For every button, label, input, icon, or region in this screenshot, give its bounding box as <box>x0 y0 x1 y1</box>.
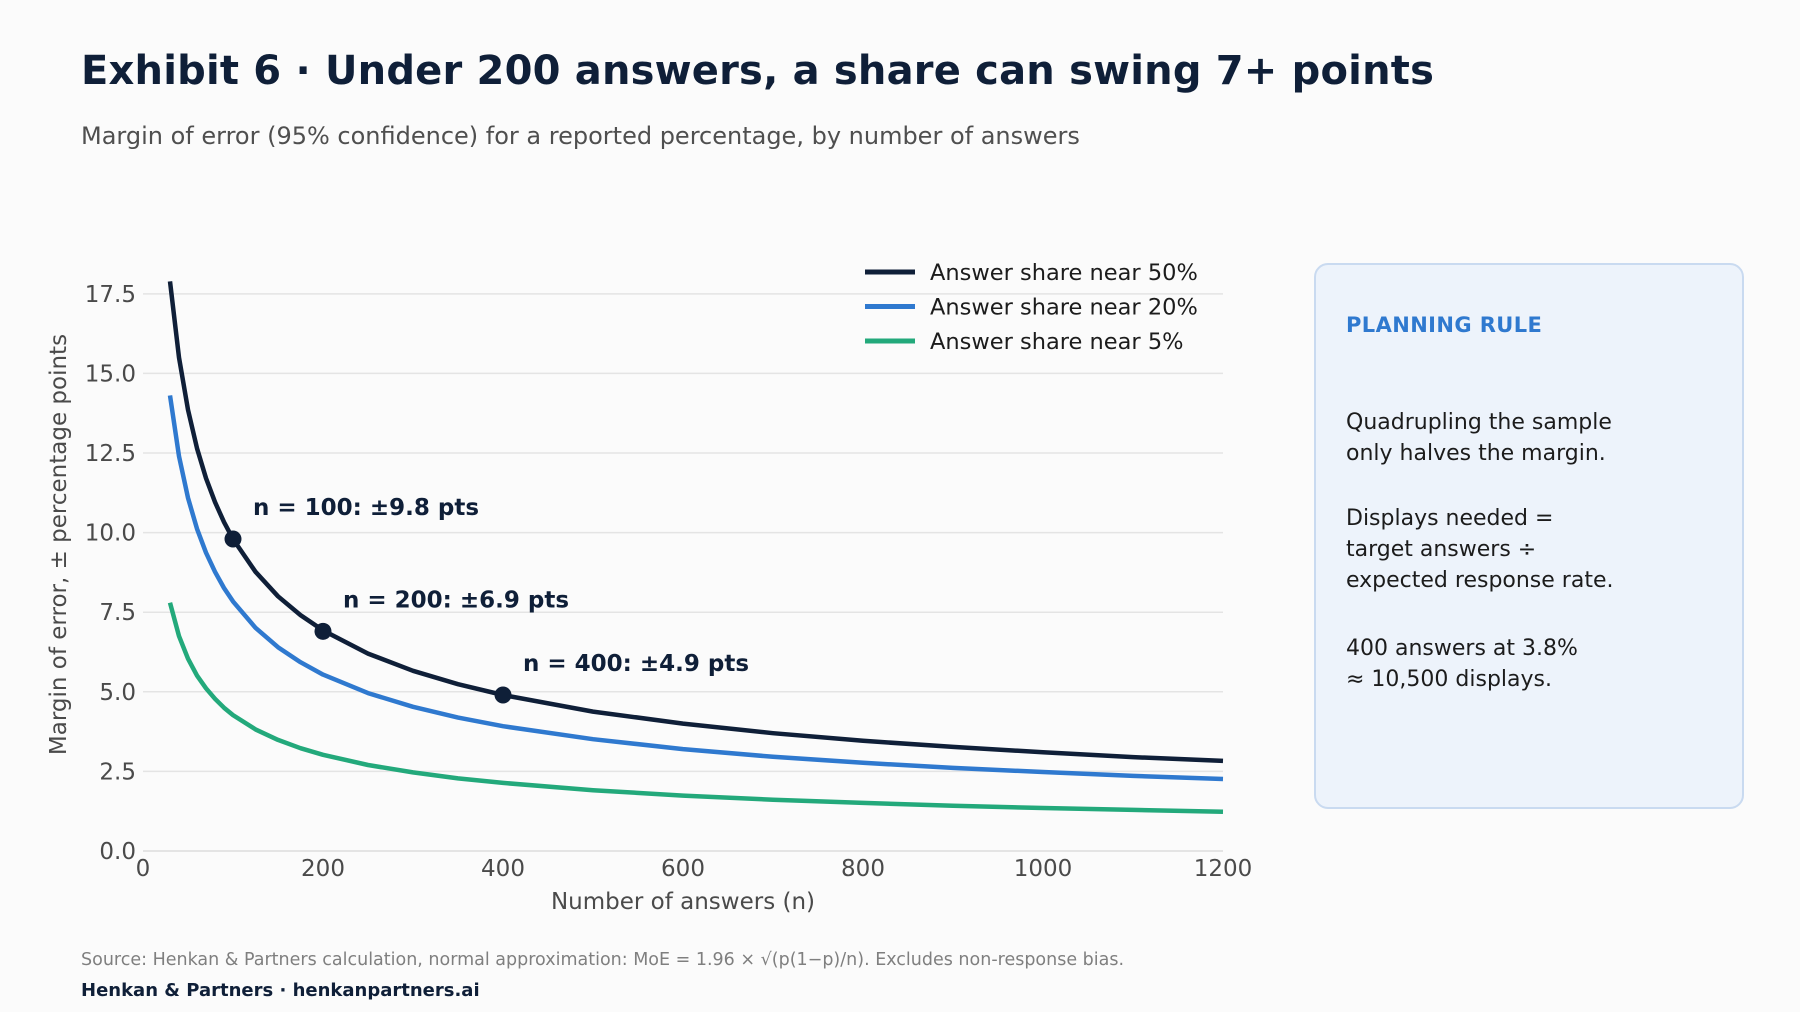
x-tick-label: 1000 <box>1014 856 1073 882</box>
chart-subtitle: Margin of error (95% confidence) for a r… <box>81 122 1080 150</box>
planning-rule-panel: PLANNING RULE Quadrupling the sample onl… <box>1314 263 1744 809</box>
x-tick-label: 600 <box>661 856 705 882</box>
panel-paragraph-1: Quadrupling the sample only halves the m… <box>1346 410 1612 466</box>
x-axis-label: Number of answers (n) <box>551 889 815 915</box>
source-note: Source: Henkan & Partners calculation, n… <box>81 950 1125 970</box>
series-lines <box>167 281 1224 815</box>
panel-heading: PLANNING RULE <box>1346 313 1543 337</box>
y-tick-label: 17.5 <box>85 282 136 308</box>
y-axis-label: Margin of error, ± percentage points <box>46 334 72 755</box>
annotation-marker <box>224 530 242 548</box>
x-tick-label: 400 <box>481 856 525 882</box>
chart-title: Exhibit 6 · Under 200 answers, a share c… <box>81 48 1435 94</box>
x-tick-labels: 0 200 400 600 800 1000 1200 <box>136 856 1253 882</box>
annotations: n = 100: ±9.8 pts n = 200: ±6.9 pts n = 40… <box>224 495 749 704</box>
x-tick-label: 0 <box>136 856 151 882</box>
brand-footer: Henkan & Partners · henkanpartners.ai <box>81 980 480 1001</box>
x-tick-label: 200 <box>301 856 345 882</box>
annotation-label: n = 400: ±4.9 pts <box>523 651 749 677</box>
legend-label: Answer share near 50% <box>930 260 1198 286</box>
y-tick-label: 5.0 <box>99 680 136 706</box>
gridlines <box>143 293 1223 773</box>
legend-label: Answer share near 5% <box>930 329 1184 355</box>
annotation-marker <box>494 686 512 704</box>
y-tick-label: 12.5 <box>85 441 136 467</box>
y-tick-label: 0.0 <box>99 839 136 865</box>
panel-paragraph-3: 400 answers at 3.8% ≈ 10,500 displays. <box>1346 636 1578 692</box>
legend: Answer share near 50% Answer share near 2… <box>865 260 1198 355</box>
x-tick-label: 800 <box>841 856 885 882</box>
y-tick-label: 2.5 <box>99 759 136 785</box>
y-tick-label: 10.0 <box>85 521 136 547</box>
series-line-3 <box>167 602 1224 815</box>
annotation-label: n = 100: ±9.8 pts <box>253 495 479 521</box>
series-line-2 <box>167 395 1224 782</box>
annotation-label: n = 200: ±6.9 pts <box>343 587 569 613</box>
annotation-marker <box>314 622 332 640</box>
x-tick-label: 1200 <box>1194 856 1253 882</box>
panel-paragraph-2: Displays needed = target answers ÷ expec… <box>1346 506 1614 593</box>
y-tick-label: 7.5 <box>99 600 136 626</box>
legend-label: Answer share near 20% <box>930 295 1198 321</box>
series-line-1 <box>167 281 1224 764</box>
y-tick-label: 15.0 <box>85 361 136 387</box>
y-tick-labels: 0.0 2.5 5.0 7.5 10.0 12.5 15.0 17.5 <box>85 282 136 865</box>
